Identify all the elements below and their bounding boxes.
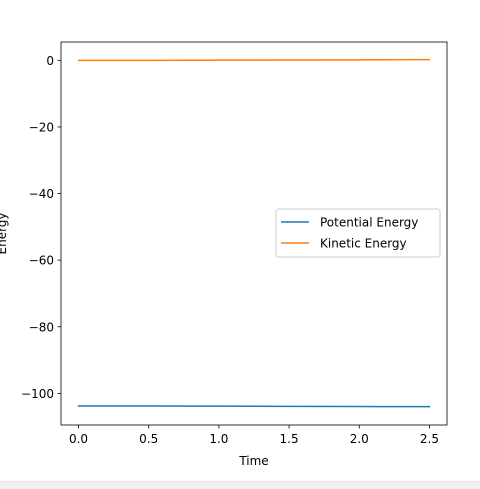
y-tick-label: −80 <box>29 320 54 334</box>
x-tick-label: 0.5 <box>139 432 158 446</box>
y-axis-label: Energy <box>0 212 9 254</box>
legend-entry-label: Kinetic Energy <box>320 237 407 251</box>
legend-box <box>275 208 441 258</box>
x-tick-label: 0.0 <box>69 432 88 446</box>
y-tick-label: −60 <box>29 254 54 268</box>
plot-area <box>60 41 448 426</box>
x-tick-label: 1.0 <box>209 432 228 446</box>
x-tick-label: 2.0 <box>350 432 369 446</box>
y-tick-label: −40 <box>29 187 54 201</box>
y-axis-ticks: 0 −20 −40 −60 −80 −100 <box>21 54 61 401</box>
x-axis-ticks: 0.0 0.5 1.0 1.5 2.0 2.5 <box>69 425 439 446</box>
series-line-1 <box>77 58 431 62</box>
legend-entry-label: Potential Energy <box>320 216 418 230</box>
series-line-0 <box>77 405 431 408</box>
window-bottom-bar <box>0 481 480 489</box>
y-tick-label: 0 <box>46 54 54 68</box>
x-axis-label: Time <box>238 454 268 468</box>
legend: Potential Energy Kinetic Energy <box>275 208 441 258</box>
y-tick-label: −100 <box>21 387 54 401</box>
x-tick-label: 1.5 <box>280 432 299 446</box>
y-tick-label: −20 <box>29 120 54 134</box>
x-tick-label: 2.5 <box>420 432 439 446</box>
plot-frame <box>60 41 448 426</box>
